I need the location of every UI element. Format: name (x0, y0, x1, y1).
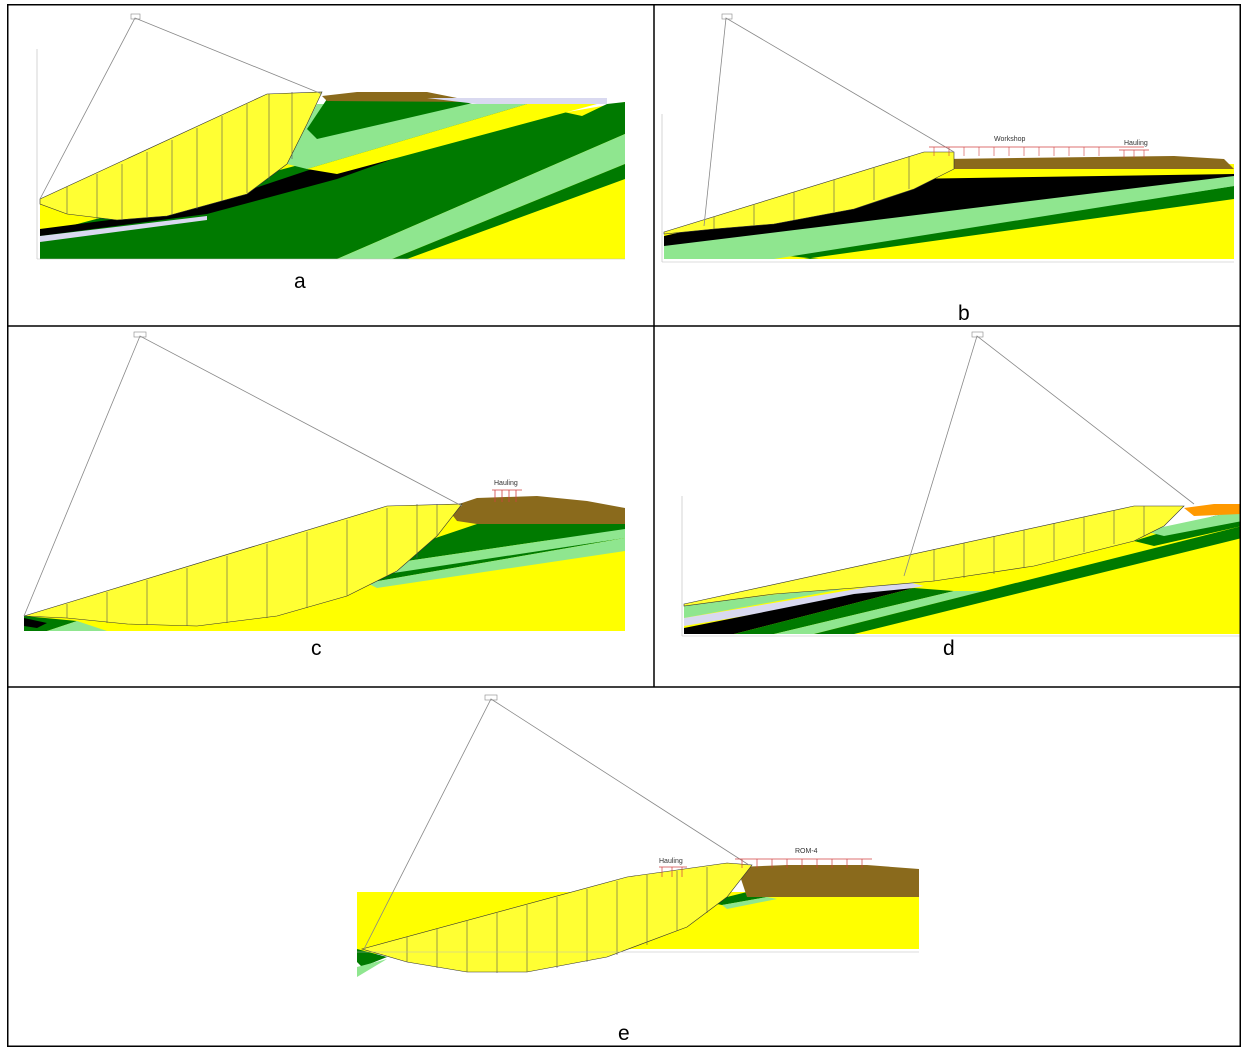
surcharge-load-icon (659, 858, 872, 877)
panel-e-rom4-label: ROM-4 (795, 848, 818, 855)
figure-frame: Workshop Hauling Hauling (7, 4, 1241, 1047)
panel-d-caption: d (943, 637, 955, 660)
panel-c: Hauling (23, 331, 625, 631)
panel-c-hauling-label: Hauling (494, 480, 518, 487)
panel-d (681, 331, 1241, 637)
panel-b: Workshop Hauling (661, 13, 1234, 263)
panel-c-caption: c (311, 637, 322, 660)
panel-e-caption: e (618, 1022, 630, 1045)
panel-grid (7, 4, 1241, 1047)
panel-e-hauling-label: Hauling (659, 858, 683, 865)
panel-a-caption: a (294, 270, 306, 293)
surcharge-load-icon (492, 489, 522, 502)
panel-b-hauling-label: Hauling (1124, 140, 1148, 147)
panel-b-workshop-label: Workshop (994, 136, 1025, 143)
panel-a (36, 13, 625, 260)
panel-e: Hauling ROM-4 (357, 694, 919, 977)
figure-svg: Workshop Hauling Hauling (7, 4, 1241, 1047)
panel-b-caption: b (958, 302, 970, 325)
